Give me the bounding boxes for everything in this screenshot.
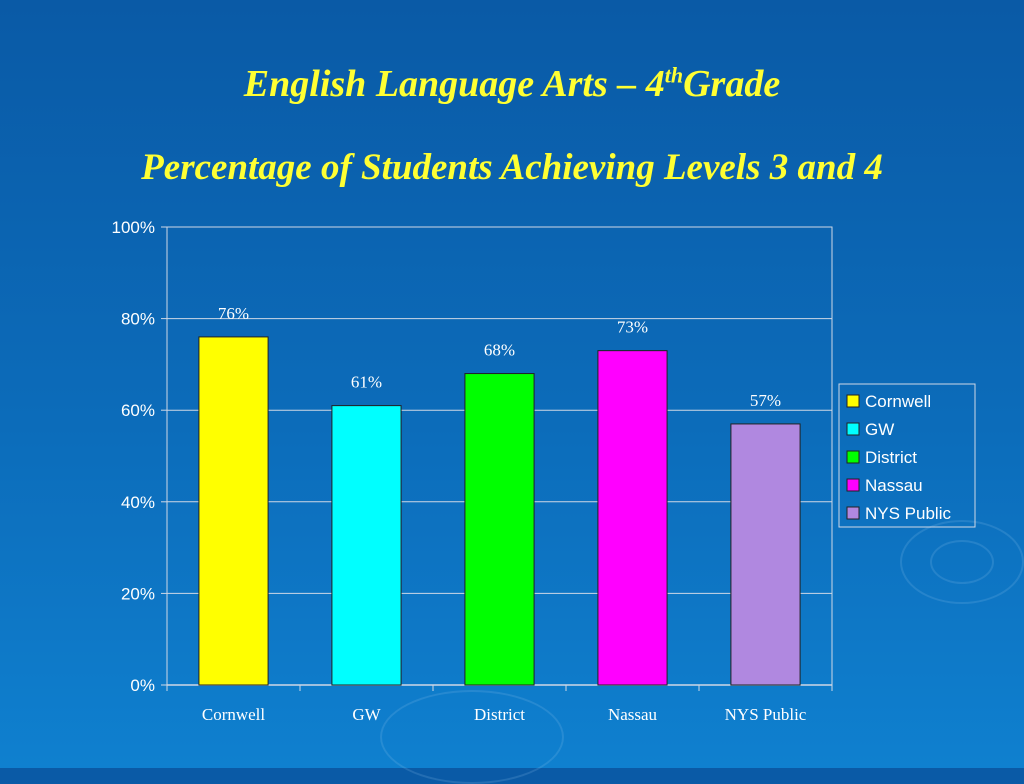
data-label: 73%: [617, 318, 648, 337]
y-tick-label: 40%: [121, 493, 155, 512]
title-prefix: English Language Arts – 4: [243, 63, 665, 105]
legend-swatch: [846, 450, 860, 464]
legend: [838, 383, 976, 528]
slide-subtitle: Percentage of Students Achieving Levels …: [141, 147, 883, 188]
legend-swatch: [846, 506, 860, 520]
slide-title: English Language Arts – 4thGrade: [0, 62, 1024, 106]
legend-label: GW: [865, 420, 894, 439]
bar: [597, 350, 668, 686]
x-category-label: GW: [352, 705, 381, 724]
legend-label: District: [865, 448, 917, 467]
data-label: 61%: [351, 373, 382, 392]
y-tick-label: 0%: [130, 676, 155, 695]
bar: [730, 423, 801, 686]
data-label: 57%: [750, 391, 781, 410]
legend-swatch: [846, 394, 860, 408]
bar: [331, 405, 402, 686]
bar: [464, 373, 535, 686]
data-label: 76%: [218, 304, 249, 323]
y-tick-label: 20%: [121, 584, 155, 603]
legend-swatch: [846, 478, 860, 492]
x-category-label: Cornwell: [202, 705, 266, 724]
x-category-label: NYS Public: [725, 705, 807, 724]
title-suffix: Grade: [683, 63, 781, 105]
y-tick-label: 100%: [112, 218, 155, 237]
title-superscript: th: [664, 62, 684, 88]
legend-label: NYS Public: [865, 504, 951, 523]
legend-label: Nassau: [865, 476, 923, 495]
y-tick-label: 60%: [121, 401, 155, 420]
data-label: 68%: [484, 341, 515, 360]
bar-chart: 0% 20% 40% 60% 80% 100% 76% Cornwell 61% GW 68% Dis…: [112, 218, 976, 724]
legend-label: Cornwell: [865, 392, 931, 411]
y-tick-label: 80%: [121, 310, 155, 329]
legend-swatch: [846, 422, 860, 436]
x-category-label: Nassau: [608, 705, 658, 724]
x-category-label: District: [474, 705, 525, 724]
decorative-ripple: [900, 520, 1024, 604]
bar: [198, 336, 269, 686]
